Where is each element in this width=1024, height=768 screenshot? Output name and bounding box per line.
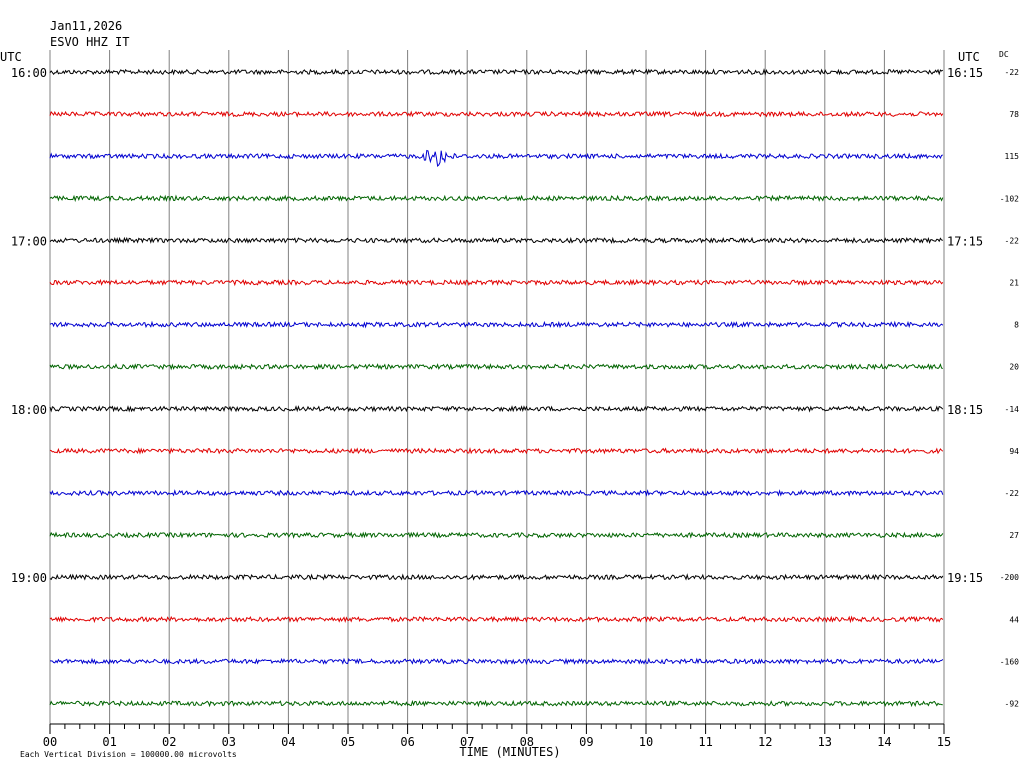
right-timezone-label: UTC xyxy=(958,50,980,64)
trace-dc-offset-label: -200 xyxy=(1000,573,1019,582)
x-tick-label: 14 xyxy=(877,735,891,749)
trace-dc-offset-label: 115 xyxy=(1005,152,1020,161)
x-tick-label: 10 xyxy=(639,735,653,749)
trace-left-time-label: 18:00 xyxy=(11,403,47,417)
trace-dc-offset-label: 27 xyxy=(1009,531,1019,540)
x-tick-label: 15 xyxy=(937,735,951,749)
x-tick-label: 01 xyxy=(102,735,116,749)
x-tick-label: 00 xyxy=(43,735,57,749)
trace-dc-offset-label: 8 xyxy=(1014,321,1019,330)
trace-dc-offset-label: 94 xyxy=(1009,447,1019,456)
row-labels: 16:00 16:15 -22 78 115 -102 17:00 17:15 -22 21 8 20… xyxy=(11,66,1019,709)
trace-dc-offset-label: 44 xyxy=(1009,615,1019,624)
trace-dc-offset-label: -22 xyxy=(1005,489,1020,498)
scale-note: Each Vertical Division = 100000.00 micro… xyxy=(20,750,237,759)
x-tick-label: 05 xyxy=(341,735,355,749)
trace-13 xyxy=(49,615,944,624)
trace-dc-offset-label: 78 xyxy=(1009,110,1019,119)
trace-dc-offset-label: -160 xyxy=(1000,657,1019,666)
trace-dc-offset-label: -22 xyxy=(1005,236,1020,245)
trace-dc-offset-label: -22 xyxy=(1005,68,1020,77)
trace-15 xyxy=(49,699,943,708)
trace-right-time-label: 17:15 xyxy=(947,234,983,248)
trace-right-time-label: 18:15 xyxy=(947,403,983,417)
trace-dc-offset-label: -92 xyxy=(1005,700,1020,709)
trace-9 xyxy=(49,446,944,455)
trace-dc-offset-label: -14 xyxy=(1005,405,1020,414)
x-tick-label: 08 xyxy=(520,735,534,749)
x-tick-label: 02 xyxy=(162,735,176,749)
trace-right-time-label: 16:15 xyxy=(947,66,983,80)
trace-12 xyxy=(49,573,944,581)
trace-dc-offset-label: -102 xyxy=(1000,194,1019,203)
x-axis-title: TIME (MINUTES) xyxy=(459,745,560,759)
x-axis: 00 01 02 03 04 05 06 07 08 09 10 11 12 13 14 15 xyxy=(43,724,951,749)
x-tick-label: 07 xyxy=(460,735,474,749)
trace-5 xyxy=(49,278,944,287)
trace-14 xyxy=(50,657,944,666)
trace-8 xyxy=(49,405,944,413)
trace-left-time-label: 16:00 xyxy=(11,66,47,80)
trace-6 xyxy=(49,320,944,329)
trace-7 xyxy=(49,363,943,371)
left-timezone-label: UTC xyxy=(0,50,22,64)
x-tick-label: 13 xyxy=(818,735,832,749)
trace-3 xyxy=(49,194,944,203)
header-date: Jan11,2026 xyxy=(50,19,122,33)
trace-2 xyxy=(49,149,943,168)
dc-header-label: DC xyxy=(999,50,1009,59)
trace-0 xyxy=(49,68,944,76)
trace-4 xyxy=(49,236,943,244)
trace-left-time-label: 17:00 xyxy=(11,234,47,248)
x-tick-label: 12 xyxy=(758,735,772,749)
trace-left-time-label: 19:00 xyxy=(11,571,47,585)
x-tick-label: 09 xyxy=(579,735,593,749)
header-station: ESVO HHZ IT xyxy=(50,35,129,49)
x-tick-label: 03 xyxy=(222,735,236,749)
x-tick-label: 11 xyxy=(698,735,712,749)
trace-right-time-label: 19:15 xyxy=(947,571,983,585)
x-tick-label: 06 xyxy=(400,735,414,749)
trace-1 xyxy=(49,110,944,118)
trace-dc-offset-label: 20 xyxy=(1009,363,1019,372)
x-tick-label: 04 xyxy=(281,735,295,749)
trace-11 xyxy=(49,531,944,539)
trace-dc-offset-label: 21 xyxy=(1009,279,1019,288)
seismic-traces xyxy=(49,68,944,708)
trace-10 xyxy=(49,489,944,497)
